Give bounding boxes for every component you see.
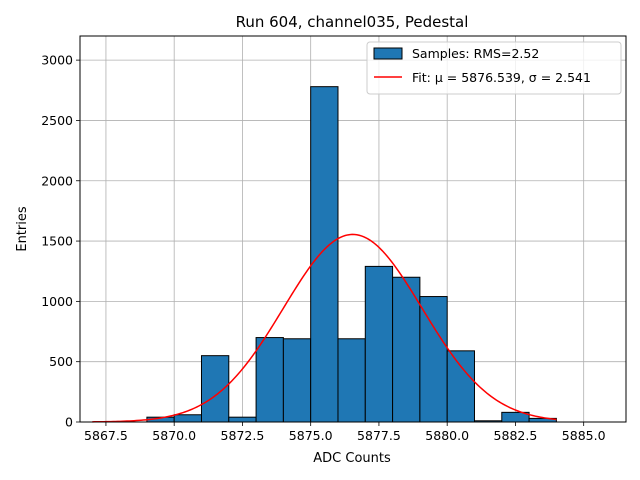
y-tick-label: 2000 (41, 173, 73, 188)
y-tick-label: 3000 (41, 53, 73, 68)
x-tick-label: 5877.5 (357, 428, 401, 443)
histogram-bar (282, 338, 312, 423)
histogram-bar (255, 337, 284, 423)
x-tick-label: 5870.0 (152, 428, 196, 443)
x-tick-label: 5867.5 (84, 428, 128, 443)
histogram-bar (337, 338, 366, 423)
histogram-bar (228, 416, 257, 423)
y-tick-label: 0 (65, 415, 73, 430)
histogram-bar (173, 414, 202, 423)
legend-swatch-samples (373, 47, 403, 60)
y-tick-label: 1000 (41, 294, 73, 309)
y-tick-label: 1500 (41, 234, 73, 249)
histogram-bar (419, 296, 448, 423)
grid (80, 36, 626, 423)
x-tick-label: 5875.0 (289, 428, 333, 443)
histogram-bar (364, 265, 394, 423)
x-axis-ticks: 5867.5 5870.0 5872.5 5875.0 5877.5 5880.0 5882… (84, 422, 606, 443)
x-tick-label: 5880.0 (425, 428, 469, 443)
plot-area-frame (79, 35, 627, 423)
chart-title: Run 604, channel035, Pedestal (236, 13, 469, 31)
legend-box (366, 41, 622, 95)
histogram-bars (92, 86, 557, 423)
legend-label-samples: Samples: RMS=2.52 (412, 46, 539, 61)
legend: Samples: RMS=2.52 Fit: μ = 5876.539, σ =… (366, 41, 622, 95)
histogram-bar (392, 276, 421, 423)
y-axis-ticks: 0 500 1000 1500 2000 2500 3000 (41, 53, 80, 430)
x-tick-label: 5885.0 (562, 428, 606, 443)
x-tick-label: 5872.5 (221, 428, 265, 443)
y-tick-label: 500 (49, 354, 73, 369)
histogram-bar (446, 350, 475, 423)
histogram-bar (310, 86, 339, 423)
legend-label-fit: Fit: μ = 5876.539, σ = 2.541 (412, 70, 591, 85)
fit-curve (92, 233, 557, 423)
x-tick-label: 5882.5 (494, 428, 538, 443)
y-axis-title: Entries (15, 206, 30, 252)
x-axis-title: ADC Counts (313, 451, 391, 466)
y-tick-label: 2500 (41, 113, 73, 128)
